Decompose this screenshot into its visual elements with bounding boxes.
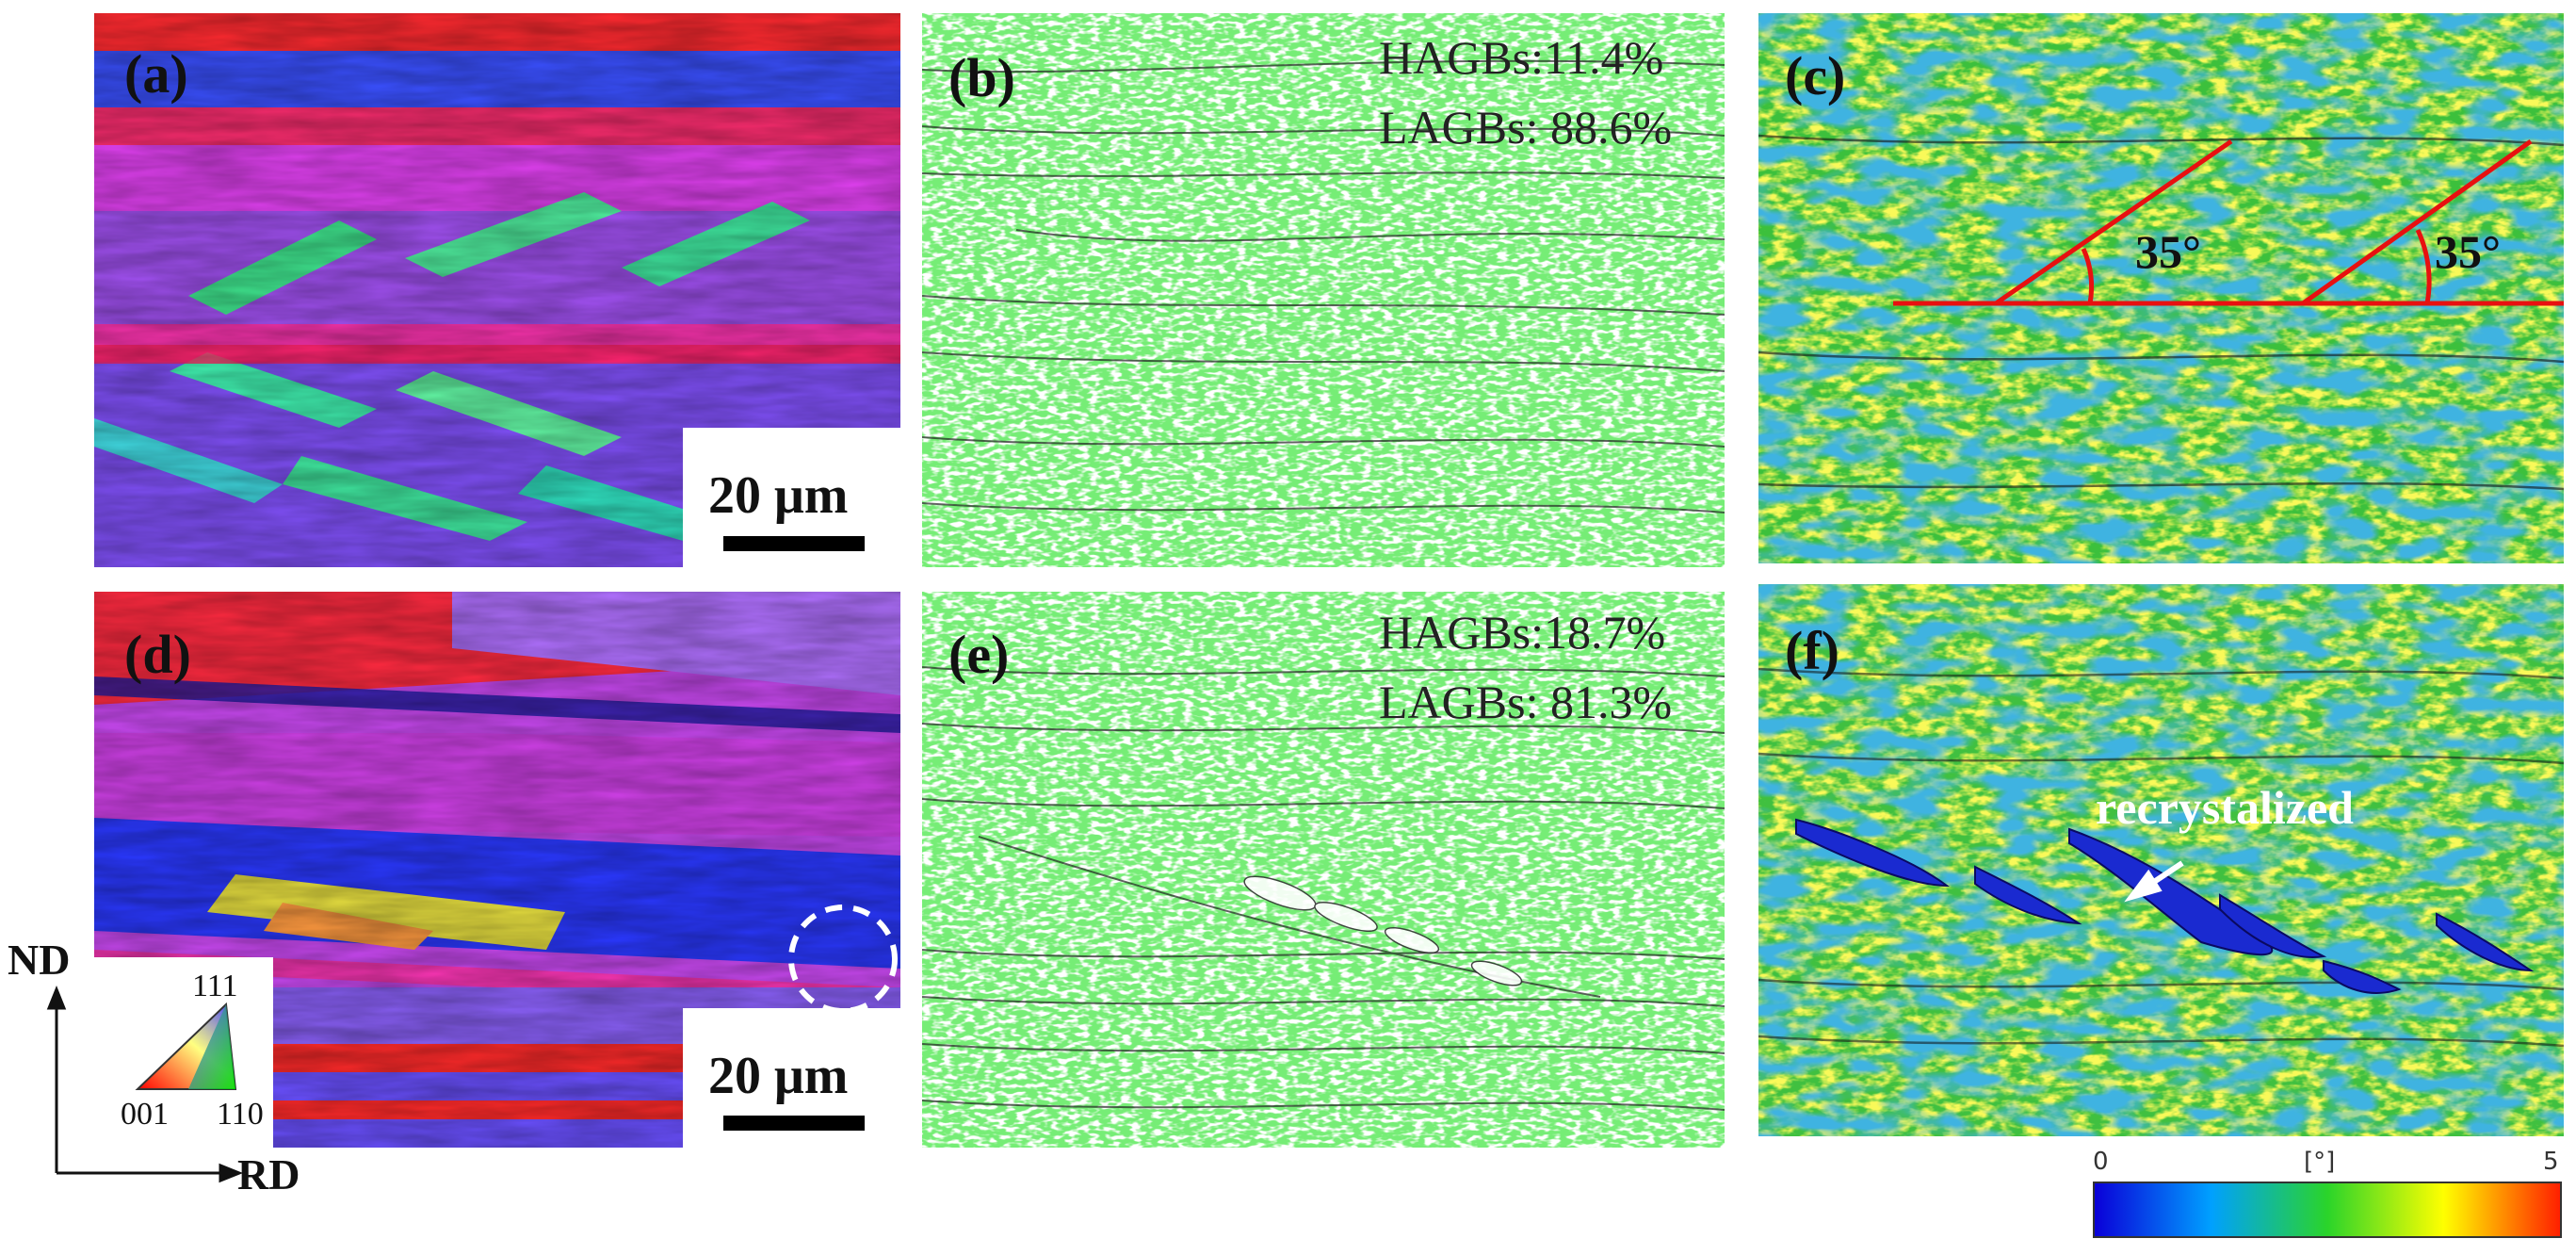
gb-map-e-image [922, 592, 1725, 1148]
axis-label-rd: RD [237, 1150, 300, 1198]
panel-a-ipf-map: (a) 20 μm [94, 13, 900, 567]
gb-map-b-image [922, 13, 1725, 567]
lagb-fraction-b: LAGBs: 88.6% [1379, 101, 1673, 154]
kam-map-f-image [1758, 584, 2564, 1136]
ipf-legend-box: 111 001 110 [94, 957, 273, 1148]
nd-rd-axes [46, 985, 244, 1183]
scale-bar-label-d: 20 μm [708, 1047, 849, 1105]
kam-colorbar-gradient [2095, 1183, 2560, 1236]
panel-c-kam-map: (c) 35° 35° [1758, 13, 2564, 563]
colorbar-unit-label: [°] [2304, 1148, 2336, 1176]
panel-e-grain-boundary-map: (e) HAGBs:18.7% LAGBs: 81.3% [922, 592, 1725, 1148]
scale-bar-d [723, 1116, 865, 1131]
kam-colorbar [2093, 1182, 2562, 1238]
panel-label-a: (a) [124, 43, 188, 105]
angle-label-2: 35° [2435, 225, 2501, 278]
lagb-fraction-e: LAGBs: 81.3% [1379, 676, 1673, 728]
angle-label-1: 35° [2135, 225, 2201, 278]
ipf-label-110: 110 [217, 1097, 264, 1132]
panel-label-d: (d) [124, 624, 191, 685]
axis-label-nd: ND [8, 936, 71, 984]
scale-bar-label-a: 20 μm [708, 466, 849, 525]
panel-label-c: (c) [1785, 45, 1846, 106]
recrystallized-annotation: recrystalized [2096, 781, 2354, 834]
kam-map-c-image [1758, 13, 2564, 563]
scale-bar-a [723, 536, 865, 551]
panel-d-ipf-map: (d) 111 001 110 20 μm [94, 592, 900, 1148]
panel-b-grain-boundary-map: (b) HAGBs:11.4% LAGBs: 88.6% [922, 13, 1725, 567]
panel-f-kam-map: (f) recrystalized [1758, 584, 2564, 1136]
ipf-label-111: 111 [192, 969, 238, 1003]
colorbar-min-label: 0 [2093, 1148, 2109, 1176]
panel-label-f: (f) [1785, 620, 1839, 681]
panel-label-e: (e) [948, 624, 1010, 685]
hagb-fraction-b: HAGBs:11.4% [1379, 31, 1664, 84]
ipf-triangle [135, 1002, 237, 1090]
ipf-label-001: 001 [121, 1097, 169, 1132]
panel-label-b: (b) [948, 47, 1015, 108]
colorbar-max-label: 5 [2543, 1148, 2559, 1176]
hagb-fraction-e: HAGBs:18.7% [1379, 606, 1666, 659]
